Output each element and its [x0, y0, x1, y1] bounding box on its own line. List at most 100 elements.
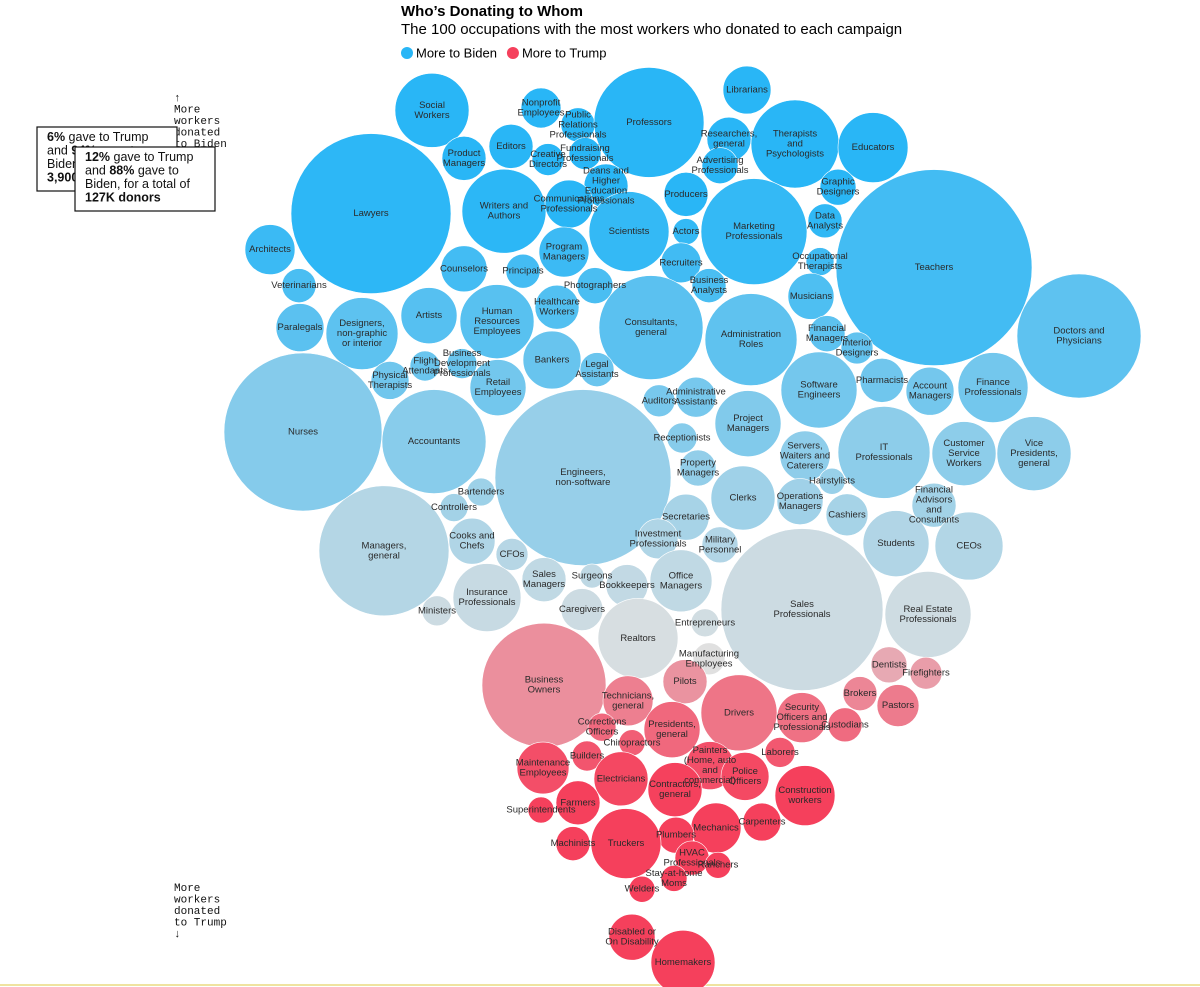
bubble-label: Moms: [661, 878, 687, 889]
bubble-label: Realtors: [620, 633, 656, 644]
bubble-label: Physicians: [1056, 336, 1102, 347]
bubble: [957, 352, 1029, 423]
bubble: [290, 133, 452, 294]
bubble-label: Mechanics: [693, 823, 739, 834]
bubble-label: Surgeons: [572, 571, 613, 582]
bubble-label: Designers: [836, 348, 879, 359]
bubble-label: CEOs: [956, 541, 982, 552]
bubble-label: Police: [732, 766, 758, 777]
bubble-label: and: [926, 505, 942, 516]
bubble-label: Program: [546, 242, 583, 253]
bubble: [710, 465, 776, 531]
bubble-label: Office: [669, 570, 694, 581]
bubble: [720, 752, 770, 801]
bubble-label: Presidents,: [1010, 448, 1058, 459]
bubble-label: Security: [785, 702, 820, 713]
bubble-label: Doctors and: [1053, 326, 1104, 337]
bubble-label: Account: [913, 381, 948, 392]
bubble-label: Auditors: [642, 395, 677, 406]
bubble-label: IT: [880, 442, 889, 453]
bubble-label: Professionals: [549, 129, 606, 140]
annotation-trump: workers: [174, 894, 220, 906]
bubble-label: Therapists: [368, 380, 413, 391]
bubble: [494, 389, 672, 566]
bubble: [934, 511, 1004, 581]
annotation-biden: More: [174, 104, 200, 116]
bubble-label: Professionals: [458, 597, 515, 608]
bubble-label: Professionals: [540, 204, 597, 215]
bubble-label: Accountants: [408, 436, 461, 447]
bubble: [742, 802, 782, 842]
bubble-label: Plumbers: [656, 830, 696, 841]
bubble-label: Real Estate: [903, 604, 952, 615]
bubble: [521, 557, 567, 602]
bubble: [275, 303, 325, 352]
bubble: [381, 389, 487, 494]
bubble-label: Fundraising: [560, 143, 610, 154]
bubble-label: Personnel: [699, 544, 742, 555]
tooltip-text: gave to: [134, 164, 179, 178]
bubble-label: Homemakers: [655, 957, 712, 968]
bubble: [568, 137, 602, 170]
bubble-label: Bookkeepers: [599, 580, 655, 591]
bubble: [1016, 273, 1142, 399]
bubble-label: Waiters and: [780, 451, 830, 462]
bubble: [859, 358, 905, 403]
annotation-trump: More: [174, 883, 200, 895]
bubble-label: Workers: [946, 458, 981, 469]
bubble-label: Owners: [528, 685, 561, 696]
bubble: [439, 493, 469, 522]
bubble: [837, 112, 909, 183]
bubble: [505, 253, 541, 289]
bubble-label: Development: [434, 358, 490, 369]
bubble: [774, 765, 836, 826]
bubble: [244, 224, 296, 275]
bubble-label: Receptionists: [653, 433, 710, 444]
bubble-label: Dentists: [872, 659, 907, 670]
annotation-biden: ↑: [174, 93, 181, 105]
bubble-label: Physical: [372, 370, 407, 381]
bubble: [538, 226, 590, 278]
bubble-label: Librarians: [726, 85, 768, 96]
bubble: [446, 348, 478, 379]
bubble-label: Superintendents: [506, 805, 575, 816]
bubble-label: Consultants,: [625, 317, 678, 328]
tooltip-text: 127K donors: [85, 191, 161, 205]
bubble-label: Professionals: [725, 231, 782, 242]
bubble-label: Engineers: [798, 390, 841, 401]
bubble-label: Communications: [534, 194, 605, 205]
tooltip-text: Biden, for a total of: [85, 177, 190, 191]
bubble-label: Property: [680, 458, 716, 469]
bubble-label: Cooks and: [449, 531, 494, 542]
bubble-label: Assistants: [674, 397, 718, 408]
bubble-label: general: [656, 729, 688, 740]
bubble: [587, 712, 617, 742]
bubble-label: Laborers: [761, 747, 799, 758]
bubble-label: Employees: [475, 387, 522, 398]
bubble-label: Stay-at-home: [645, 868, 702, 879]
bubble: [870, 646, 908, 684]
bubble-label: Caregivers: [559, 604, 605, 615]
bubble-label: Controllers: [431, 502, 477, 513]
bubble-label: Cashiers: [828, 509, 866, 520]
bubble: [628, 875, 656, 903]
bubble: [714, 390, 782, 457]
bubble: [440, 245, 488, 293]
bubble: [835, 169, 1033, 366]
bubble: [598, 275, 704, 380]
bubble-label: Occupational: [792, 251, 847, 262]
bubble: [818, 467, 846, 495]
bubble-label: Contractors,: [649, 779, 701, 790]
bubble-label: Analysts: [807, 220, 843, 231]
bubble: [527, 796, 555, 824]
bubble-label: Manufacturing: [679, 648, 739, 659]
bubble-label: Bartenders: [458, 487, 505, 498]
bubble-label: Students: [877, 538, 915, 549]
bubble-label: Musicians: [790, 291, 832, 302]
tooltip-box: [74, 146, 216, 212]
bubble-label: Workers: [414, 110, 449, 121]
bubble: [495, 538, 529, 571]
bubble: [593, 67, 705, 178]
